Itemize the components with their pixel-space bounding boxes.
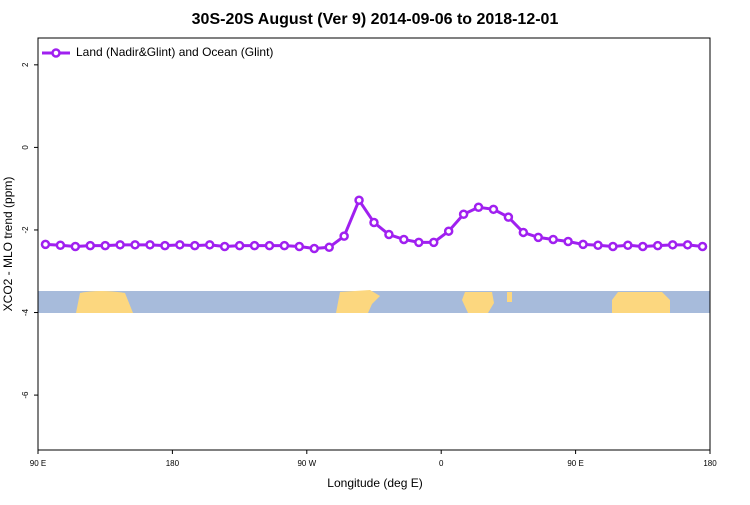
x-axis-label: Longitude (deg E)	[327, 476, 422, 490]
data-point	[518, 227, 529, 238]
data-point	[234, 240, 245, 251]
x-tick-label: 90 E	[567, 459, 583, 468]
data-point	[204, 240, 215, 250]
data-point	[533, 232, 544, 243]
data-point	[563, 236, 573, 247]
data-point	[145, 240, 155, 250]
x-tick-label: 90 E	[30, 459, 46, 468]
x-tick-label: 90 W	[297, 459, 316, 468]
x-tick-label: 180	[166, 459, 180, 468]
data-point	[652, 240, 663, 251]
data-point	[160, 240, 170, 251]
data-point	[369, 217, 379, 228]
y-tick-label: 0	[21, 145, 30, 150]
legend-label: Land (Nadir&Glint) and Ocean (Glint)	[76, 45, 273, 59]
data-point	[100, 240, 110, 251]
data-point	[458, 209, 469, 220]
y-tick-label: -2	[21, 226, 30, 234]
data-point	[115, 240, 125, 250]
data-point	[473, 202, 484, 213]
data-point	[264, 240, 275, 251]
y-axis-label: XCO2 - MLO trend (ppm)	[1, 177, 15, 312]
data-point	[682, 240, 693, 250]
x-tick-label: 180	[703, 459, 717, 468]
data-point	[428, 237, 439, 248]
data-point	[697, 241, 708, 252]
data-point	[130, 240, 140, 250]
data-point	[309, 243, 320, 254]
data-point	[593, 240, 603, 250]
data-point	[85, 240, 96, 251]
data-point	[503, 212, 514, 222]
x-tick-label: 0	[439, 459, 444, 468]
data-point	[354, 195, 364, 205]
data-point	[414, 237, 424, 248]
data-point	[488, 204, 499, 215]
legend-marker	[51, 48, 61, 58]
data-point	[399, 234, 409, 245]
data-point	[608, 241, 618, 252]
y-tick-label: -6	[21, 391, 30, 399]
data-point	[548, 234, 558, 245]
land-ocean-strip	[38, 290, 710, 313]
data-point	[70, 241, 81, 252]
data-point	[638, 241, 648, 252]
data-point	[623, 240, 633, 250]
y-tick-label: -4	[21, 308, 30, 316]
data-point	[55, 240, 66, 250]
data-point	[190, 240, 200, 251]
data-point	[339, 231, 349, 241]
plot-frame	[37, 37, 711, 451]
data-point	[294, 241, 305, 252]
data-point	[249, 240, 260, 251]
data-point	[219, 241, 230, 252]
data-point	[279, 240, 290, 251]
y-tick-label: 2	[21, 62, 30, 67]
data-point	[443, 226, 454, 236]
data-point	[667, 240, 678, 250]
data-point	[40, 239, 51, 250]
data-point	[324, 242, 334, 253]
data-point	[384, 229, 394, 240]
chart-title: 30S-20S August (Ver 9) 2014-09-06 to 201…	[192, 11, 559, 28]
data-point	[175, 240, 185, 250]
data-point	[578, 239, 588, 250]
